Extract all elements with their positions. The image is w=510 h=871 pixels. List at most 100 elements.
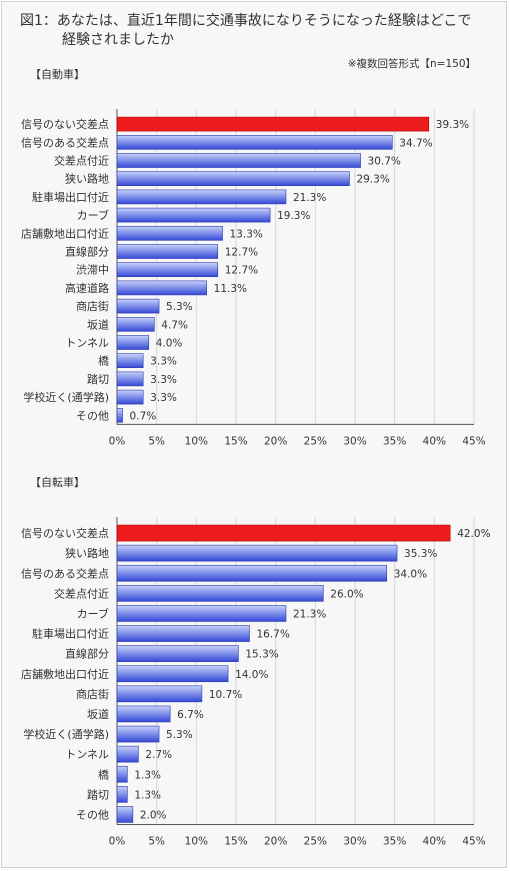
bike-xtick-label: 5% [148, 836, 165, 848]
bike-bar [116, 705, 171, 723]
car-xtick-label: 25% [304, 435, 327, 447]
bike-value-label: 6.7% [177, 709, 204, 721]
bike-value-label: 42.0% [457, 528, 490, 540]
bike-category-label: 交差点付近 [54, 586, 109, 600]
bike-category-label: 踏切 [87, 787, 109, 801]
car-bar [116, 207, 271, 223]
car-bar [116, 153, 361, 168]
bike-category-label: 学校近く(通学路) [23, 727, 109, 741]
bike-bar [116, 585, 324, 602]
section-label-bicycle: 【自転車】 [30, 476, 85, 489]
bike-bar [116, 665, 229, 683]
bike-category-label: 駐車場出口付近 [32, 627, 109, 641]
car-category-label: 信号のある交差点 [21, 135, 109, 149]
car-bar [116, 316, 155, 332]
car-category-label: 狭い路地 [65, 173, 109, 186]
car-value-label: 3.3% [150, 374, 177, 386]
chart-title-line1: 図1：あなたは、直近1年間に交通事故になりそうになった経験はどこで [20, 13, 472, 29]
car-value-label: 21.3% [293, 192, 326, 204]
sample-note: ※複数回答形式【n=150】 [347, 58, 476, 70]
bike-bar [116, 605, 287, 622]
car-category-label: 高速道路 [65, 281, 109, 295]
bike-value-label: 14.0% [235, 669, 268, 681]
car-xtick-label: 40% [423, 435, 446, 447]
bike-bar [116, 544, 398, 562]
bike-xtick-label: 30% [343, 836, 366, 848]
car-xtick-label: 20% [264, 435, 287, 447]
bike-value-label: 21.3% [293, 608, 326, 620]
bike-category-label: カーブ [77, 606, 109, 620]
car-bar [116, 244, 219, 259]
bike-bar [116, 645, 239, 662]
bike-bar [116, 524, 451, 542]
car-bar [116, 189, 287, 205]
car-value-label: 12.7% [225, 265, 258, 277]
car-value-label: 3.3% [150, 356, 177, 368]
bike-xtick-label: 35% [383, 836, 406, 848]
bike-category-label: 商店街 [76, 687, 109, 701]
bike-value-label: 2.0% [140, 809, 167, 821]
car-value-label: 19.3% [277, 210, 310, 222]
car-xtick-label: 30% [343, 435, 366, 447]
car-bar [116, 335, 150, 350]
car-bar [116, 280, 207, 296]
car-xtick-label: 10% [185, 435, 208, 447]
car-category-label: トンネル [65, 337, 109, 350]
car-category-label: 直線部分 [65, 245, 109, 259]
car-xtick-label: 0% [109, 435, 126, 447]
car-bar [116, 389, 144, 405]
car-bar [116, 298, 160, 314]
car-value-label: 4.7% [161, 319, 188, 331]
car-value-label: 5.3% [166, 301, 193, 313]
car-bar-chart: 0% 5% 10% 15% 20% 25% 30% 35% 40% 45% 信号のない交差点 39.3… [21, 109, 486, 447]
car-bar [116, 116, 430, 132]
car-bar [116, 135, 393, 150]
bike-bar [116, 625, 250, 642]
bike-category-label: 橋 [98, 767, 109, 781]
bike-xtick-label: 40% [423, 836, 446, 848]
car-bar [116, 371, 144, 387]
car-value-label: 0.7% [130, 410, 157, 422]
car-bar [116, 353, 144, 369]
bike-value-label: 10.7% [209, 689, 242, 701]
car-category-label: 交差点付近 [54, 154, 109, 168]
bike-category-label: トンネル [65, 748, 109, 761]
bike-category-label: 坂道 [87, 707, 109, 721]
bike-value-label: 16.7% [256, 629, 289, 641]
bike-value-label: 1.3% [134, 789, 161, 801]
car-xtick-label: 15% [224, 435, 247, 447]
bike-xtick-label: 45% [462, 836, 485, 848]
car-category-label: 店舗敷地出口付近 [21, 226, 109, 240]
section-label-car: 【自動車】 [30, 68, 85, 81]
car-value-label: 4.0% [156, 338, 183, 350]
bike-category-label: その他 [76, 808, 109, 821]
chart-title-line2: 経験されましたか [62, 32, 174, 48]
car-category-label: 坂道 [87, 317, 109, 331]
bike-xtick-label: 25% [304, 836, 327, 848]
car-value-label: 3.3% [150, 392, 177, 404]
bike-xtick-label: 0% [109, 836, 126, 848]
bike-bar [116, 564, 388, 582]
car-value-label: 13.3% [230, 228, 263, 240]
car-category-label: 踏切 [87, 372, 109, 386]
bike-value-label: 34.0% [394, 568, 427, 580]
bike-value-label: 1.3% [134, 769, 161, 781]
bike-category-label: 信号のある交差点 [21, 566, 109, 580]
car-value-label: 39.3% [436, 119, 469, 131]
car-category-label: その他 [76, 409, 109, 422]
bike-value-label: 5.3% [166, 729, 193, 741]
bike-bar [116, 725, 160, 743]
car-value-label: 29.3% [356, 174, 389, 186]
car-category-label: カーブ [77, 208, 109, 222]
car-category-label: 渋滞中 [76, 264, 109, 277]
bike-xtick-label: 10% [185, 836, 208, 848]
car-bar [116, 407, 123, 423]
bike-category-label: 店舗敷地出口付近 [21, 667, 109, 681]
bike-bar [116, 685, 203, 703]
bike-bar [116, 806, 134, 823]
bike-bar [116, 765, 128, 783]
car-category-label: 学校近く(通学路) [23, 390, 109, 404]
bike-value-label: 2.7% [145, 749, 172, 761]
car-category-label: 信号のない交差点 [21, 117, 109, 131]
